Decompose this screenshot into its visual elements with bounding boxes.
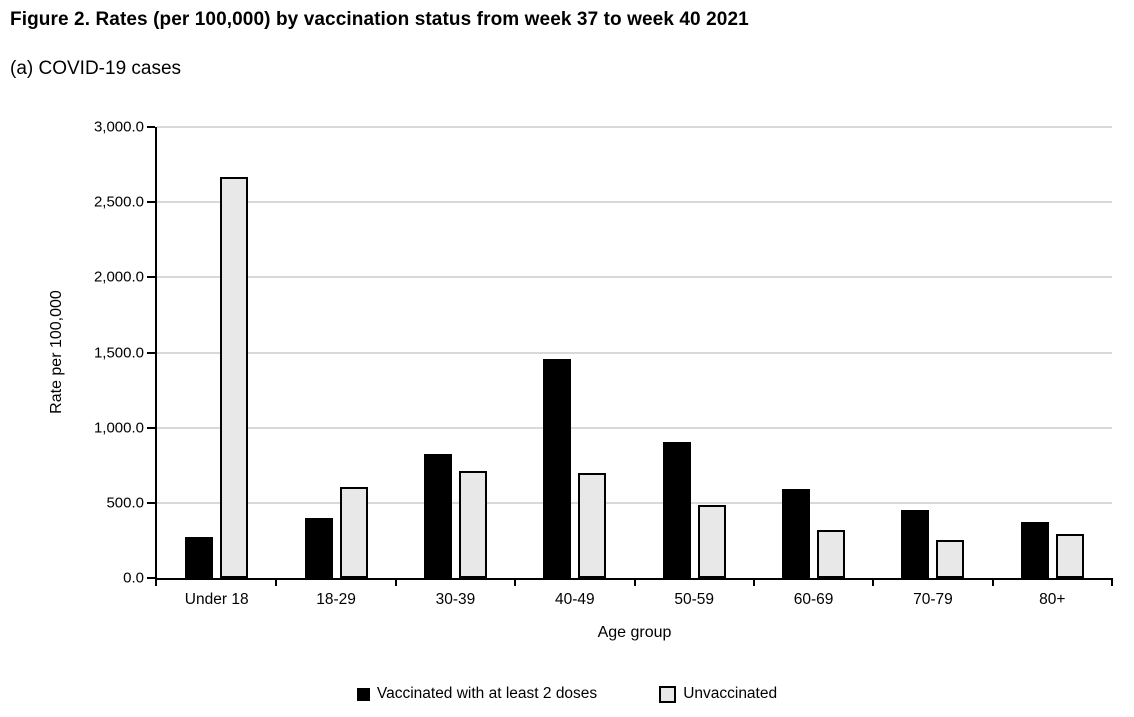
x-tick-mark-2 [394,578,397,586]
y-tick-mark-0 [147,577,155,579]
bar-vaccinated-30-39 [423,453,452,578]
bar-group-50-59 [635,127,754,578]
bar-unvaccinated-30-39 [458,471,487,578]
gridline-2500 [157,201,1112,204]
plot-area: Under 18 18-29 30-39 40-49 50-59 60-69 70-79 80… [94,119,1113,641]
bar-unvaccinated-40-49 [578,472,607,578]
y-tick-mark-500 [147,501,155,504]
bar-vaccinated-50-59 [662,441,691,578]
x-tick-mark-6 [872,578,875,586]
bar-unvaccinated-70-79 [936,540,965,578]
x-tick-label-70-79: 70-79 [913,591,953,608]
bar-vaccinated-80 [1020,522,1049,578]
bar-group-under-18 [157,127,276,578]
x-tick-label-under-18: Under 18 [184,591,249,608]
bar-group-30-39 [396,127,515,578]
bar-group-40-49 [515,127,634,578]
bar-vaccinated-60-69 [782,489,811,578]
x-axis-title: Age group [597,624,672,641]
x-tick-mark-8 [1111,578,1113,586]
gridline-1500 [157,351,1112,354]
legend-swatch-vaccinated [356,687,370,701]
legend-item-vaccinated: Vaccinated with at least 2 doses [356,685,598,703]
y-tick-mark-2000 [147,276,155,279]
y-tick-label-1500: 1,500.0 [93,344,144,361]
bar-vaccinated-70-79 [901,510,930,578]
bar-group-70-79 [873,127,992,578]
y-tick-label-0: 0.0 [123,569,144,587]
x-tick-mark-5 [752,578,755,586]
y-tick-mark-2500 [147,201,155,204]
gridline-2000 [157,276,1112,279]
y-tick-label-2500: 2,500.0 [93,193,144,211]
x-axis-labels: Under 18 18-29 30-39 40-49 50-59 60-69 70-79 80… [157,591,1112,609]
bar-unvaccinated-under-18 [220,176,249,578]
legend: Vaccinated with at least 2 doses Unvaccin… [0,685,1134,703]
y-tick-mark-3000 [147,126,155,128]
y-axis-title: Rate per 100,000 [48,290,65,414]
figure-subtitle: (a) COVID-19 cases [10,58,182,79]
bar-groups [157,127,1112,578]
bar-group-60-69 [754,127,873,578]
gridline-500 [157,501,1112,504]
y-tick-label-1000: 1,000.0 [93,419,144,437]
x-tick-mark-7 [991,578,994,586]
bar-unvaccinated-60-69 [817,529,846,578]
bar-group-18-29 [276,127,395,578]
x-tick-label-18-29: 18-29 [316,591,356,608]
x-tick-label-60-69: 60-69 [793,591,834,608]
bar-unvaccinated-80 [1055,533,1084,578]
x-tick-label-50-59: 50-59 [674,591,715,608]
bar-group-80 [993,127,1112,578]
legend-swatch-unvaccinated [659,685,677,703]
bar-unvaccinated-18-29 [339,487,368,578]
y-tick-label-2000: 2,000.0 [93,268,144,286]
bar-unvaccinated-50-59 [697,505,726,578]
y-tick-mark-1000 [147,426,155,429]
x-tick-label-30-39: 30-39 [435,591,476,608]
bar-vaccinated-40-49 [543,359,572,578]
bar-vaccinated-under-18 [185,536,214,578]
x-tick-label-40-49: 40-49 [554,591,595,608]
gridline-1000 [157,426,1112,429]
y-tick-mark-1500 [147,351,155,354]
y-tick-label-500: 500.0 [106,494,144,512]
y-tick-label-3000: 3,000.0 [93,118,144,136]
legend-label-vaccinated: Vaccinated with at least 2 doses [376,685,598,702]
x-tick-mark-4 [633,578,636,586]
bar-vaccinated-18-29 [304,517,333,578]
legend-label-unvaccinated: Unvaccinated [683,685,778,702]
gridline-3000 [157,126,1112,128]
x-tick-mark-1 [275,578,278,586]
figure-title: Figure 2. Rates (per 100,000) by vaccina… [10,9,749,30]
x-tick-mark-0 [155,578,157,586]
x-tick-mark-3 [514,578,517,586]
x-tick-label-80: 80+ [1039,591,1066,608]
legend-item-unvaccinated: Unvaccinated [659,685,777,703]
